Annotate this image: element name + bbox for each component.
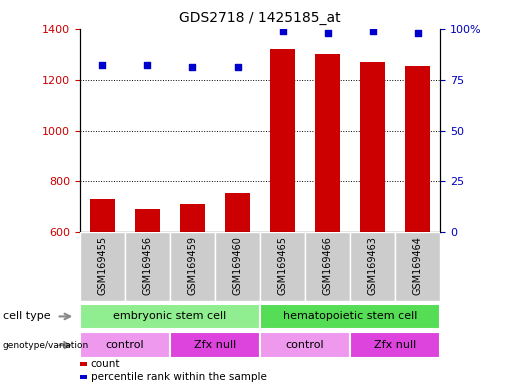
- Bar: [260, 304, 440, 329]
- Text: GSM169466: GSM169466: [323, 236, 333, 295]
- Text: GSM169460: GSM169460: [233, 236, 243, 295]
- Text: cell type: cell type: [3, 311, 50, 321]
- Bar: [350, 333, 440, 358]
- Bar: [90, 199, 115, 232]
- Bar: [225, 193, 250, 232]
- Bar: [405, 66, 430, 232]
- Title: GDS2718 / 1425185_at: GDS2718 / 1425185_at: [179, 11, 341, 25]
- Point: [279, 28, 287, 34]
- Point: [143, 62, 151, 68]
- Text: Zfx null: Zfx null: [194, 340, 236, 350]
- Text: control: control: [286, 340, 324, 350]
- Text: GSM169464: GSM169464: [413, 236, 423, 295]
- Bar: [80, 232, 125, 301]
- Text: percentile rank within the sample: percentile rank within the sample: [91, 372, 267, 382]
- Bar: [170, 232, 215, 301]
- Bar: [396, 232, 440, 301]
- Text: GSM169456: GSM169456: [143, 236, 152, 295]
- Bar: [80, 333, 170, 358]
- Text: embryonic stem cell: embryonic stem cell: [113, 311, 227, 321]
- Bar: [305, 232, 350, 301]
- Bar: [360, 62, 385, 232]
- Point: [233, 65, 242, 71]
- Text: count: count: [91, 359, 121, 369]
- Point: [414, 30, 422, 36]
- Bar: [350, 232, 396, 301]
- Point: [369, 28, 377, 34]
- Point: [323, 30, 332, 36]
- Bar: [260, 232, 305, 301]
- Point: [98, 62, 107, 68]
- Bar: [135, 209, 160, 232]
- Bar: [260, 333, 350, 358]
- Text: GSM169465: GSM169465: [278, 236, 287, 295]
- Bar: [215, 232, 260, 301]
- Text: hematopoietic stem cell: hematopoietic stem cell: [283, 311, 417, 321]
- Text: control: control: [106, 340, 144, 350]
- Point: [188, 65, 197, 71]
- Text: GSM169455: GSM169455: [97, 236, 107, 295]
- Bar: [315, 54, 340, 232]
- Bar: [180, 204, 205, 232]
- Bar: [170, 333, 260, 358]
- Text: GSM169463: GSM169463: [368, 236, 377, 295]
- Text: Zfx null: Zfx null: [374, 340, 417, 350]
- Bar: [125, 232, 170, 301]
- Text: genotype/variation: genotype/variation: [3, 341, 89, 350]
- Bar: [270, 49, 295, 232]
- Text: GSM169459: GSM169459: [187, 236, 197, 295]
- Bar: [80, 304, 260, 329]
